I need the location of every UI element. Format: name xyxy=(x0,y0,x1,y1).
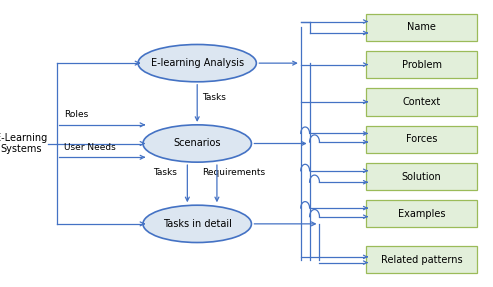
Text: E-Learning
Systems: E-Learning Systems xyxy=(0,133,47,154)
Text: User Needs: User Needs xyxy=(64,143,116,152)
Text: Name: Name xyxy=(407,22,436,32)
Ellipse shape xyxy=(143,125,251,162)
Text: Solution: Solution xyxy=(402,172,441,181)
Text: Tasks: Tasks xyxy=(153,168,176,177)
FancyBboxPatch shape xyxy=(366,13,477,41)
FancyBboxPatch shape xyxy=(366,200,477,227)
Text: Forces: Forces xyxy=(406,134,437,144)
Ellipse shape xyxy=(138,44,256,82)
Text: Related patterns: Related patterns xyxy=(381,255,462,265)
Text: E-learning Analysis: E-learning Analysis xyxy=(151,58,244,68)
FancyBboxPatch shape xyxy=(366,126,477,153)
Text: Examples: Examples xyxy=(398,209,445,219)
Text: Requirements: Requirements xyxy=(202,168,265,177)
Text: Tasks: Tasks xyxy=(202,94,226,102)
FancyBboxPatch shape xyxy=(366,51,477,78)
Text: Scenarios: Scenarios xyxy=(174,139,221,148)
FancyBboxPatch shape xyxy=(366,246,477,273)
Ellipse shape xyxy=(143,205,251,243)
Text: Roles: Roles xyxy=(64,110,88,119)
Text: Problem: Problem xyxy=(401,60,442,69)
Text: Context: Context xyxy=(402,97,441,107)
FancyBboxPatch shape xyxy=(366,163,477,190)
Text: Tasks in detail: Tasks in detail xyxy=(163,219,232,229)
FancyBboxPatch shape xyxy=(366,88,477,115)
